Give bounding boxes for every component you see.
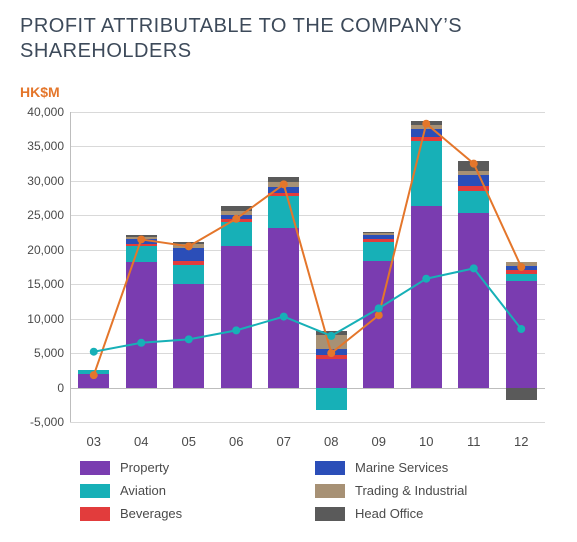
xtick-label: 03	[87, 422, 101, 449]
line-marker	[470, 160, 478, 168]
xtick-label: 09	[372, 422, 386, 449]
ytick-label: 5,000	[34, 346, 70, 360]
ytick-label: 0	[57, 381, 70, 395]
ytick-label: 35,000	[27, 139, 70, 153]
line-marker	[422, 120, 430, 128]
line-marker	[185, 242, 193, 250]
legend-label: Property	[120, 460, 169, 475]
y-axis-label: HK$M	[20, 84, 60, 100]
line-marker	[90, 348, 98, 356]
legend-label: Head Office	[355, 506, 423, 521]
ytick-label: 40,000	[27, 105, 70, 119]
legend-label: Aviation	[120, 483, 166, 498]
legend-item: Beverages	[80, 506, 305, 521]
xtick-label: 11	[467, 422, 481, 449]
ytick-label: 30,000	[27, 174, 70, 188]
ytick-label: 25,000	[27, 208, 70, 222]
page: PROFIT ATTRIBUTABLE TO THE COMPANY’S SHA…	[0, 0, 577, 542]
line-marker	[232, 215, 240, 223]
line-marker	[185, 335, 193, 343]
xtick-label: 10	[419, 422, 433, 449]
chart-title: PROFIT ATTRIBUTABLE TO THE COMPANY’S SHA…	[20, 14, 557, 64]
xtick-label: 07	[277, 422, 291, 449]
legend-swatch	[315, 507, 345, 521]
legend-swatch	[80, 507, 110, 521]
line-marker	[422, 275, 430, 283]
ytick-label: 15,000	[27, 277, 70, 291]
line-layer	[70, 112, 545, 422]
legend: Property Marine Services Aviation Trading &…	[80, 460, 540, 521]
line-marker	[375, 304, 383, 312]
legend-item: Trading & Industrial	[315, 483, 540, 498]
legend-label: Beverages	[120, 506, 182, 521]
xtick-label: 06	[229, 422, 243, 449]
xtick-label: 04	[134, 422, 148, 449]
line-series	[94, 124, 522, 375]
chart-plot-area: -5,00005,00010,00015,00020,00025,00030,0…	[70, 112, 545, 422]
legend-item: Property	[80, 460, 305, 475]
ytick-label: 10,000	[27, 312, 70, 326]
line-marker	[517, 325, 525, 333]
legend-item: Aviation	[80, 483, 305, 498]
legend-swatch	[315, 484, 345, 498]
legend-swatch	[80, 484, 110, 498]
legend-item: Head Office	[315, 506, 540, 521]
line-marker	[327, 349, 335, 357]
line-marker	[517, 263, 525, 271]
xtick-label: 12	[514, 422, 528, 449]
legend-swatch	[315, 461, 345, 475]
line-marker	[137, 235, 145, 243]
ytick-label: 20,000	[27, 243, 70, 257]
line-marker	[375, 311, 383, 319]
line-marker	[470, 264, 478, 272]
line-marker	[137, 339, 145, 347]
line-marker	[232, 326, 240, 334]
legend-label: Marine Services	[355, 460, 448, 475]
legend-item: Marine Services	[315, 460, 540, 475]
line-series	[94, 268, 522, 351]
xtick-label: 08	[324, 422, 338, 449]
xtick-label: 05	[182, 422, 196, 449]
legend-label: Trading & Industrial	[355, 483, 467, 498]
line-marker	[90, 371, 98, 379]
ytick-label: -5,000	[30, 415, 70, 429]
line-marker	[280, 313, 288, 321]
line-marker	[327, 332, 335, 340]
line-marker	[280, 180, 288, 188]
legend-swatch	[80, 461, 110, 475]
